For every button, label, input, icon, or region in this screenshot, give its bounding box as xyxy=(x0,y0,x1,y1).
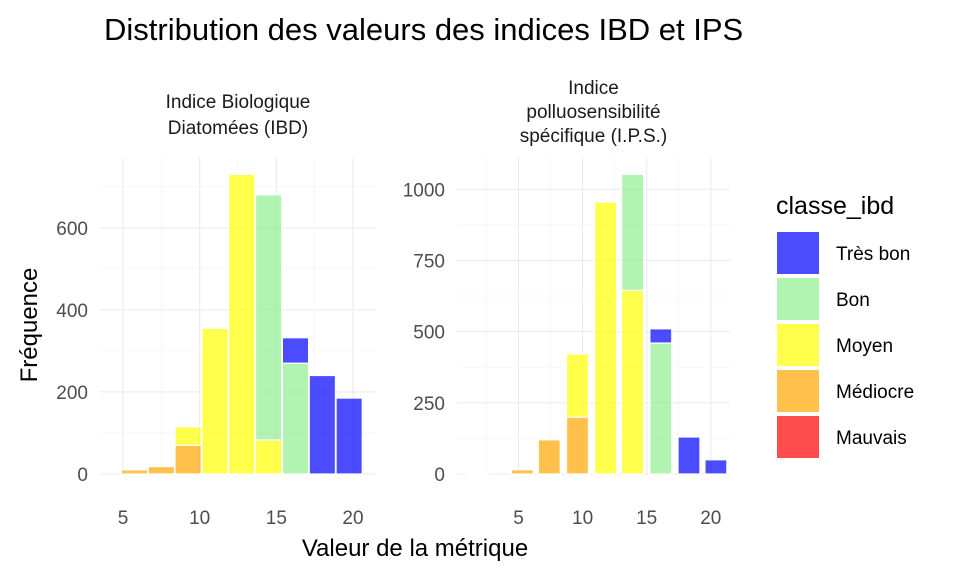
y-tick-label: 600 xyxy=(56,219,88,240)
bar-mediocre xyxy=(465,472,490,475)
y-tick-label: 200 xyxy=(56,383,88,404)
x-tick-label: 20 xyxy=(700,508,721,529)
x-tick-label: 5 xyxy=(118,508,129,529)
bar-moyen xyxy=(254,439,283,475)
y-tick-label: 0 xyxy=(77,465,88,486)
panel-strip-label: Indice Biologique xyxy=(166,92,311,113)
bar-tres-bon xyxy=(677,436,701,475)
legend-label: Moyen xyxy=(836,336,893,357)
y-tick-label: 400 xyxy=(56,301,88,322)
legend: classe_ibd Très bon Bon Moyen Médiocre Mauvai… xyxy=(776,192,914,458)
bar-mediocre xyxy=(147,466,176,475)
bar-mediocre xyxy=(174,444,202,475)
bar-tres-bon xyxy=(649,328,673,344)
bar-tres-bon xyxy=(335,397,363,475)
x-tick-label: 5 xyxy=(513,508,524,529)
y-tick-label: 750 xyxy=(413,251,445,272)
bar-mediocre xyxy=(120,469,149,475)
bar-bon xyxy=(254,194,283,441)
panel-strip-label: Indice xyxy=(568,78,619,99)
bar-tres-bon xyxy=(281,337,310,364)
y-axis-label: Fréquence xyxy=(16,268,43,383)
chart-title: Distribution des valeurs des indices IBD… xyxy=(104,12,743,47)
bar-moyen xyxy=(228,173,256,475)
bar-moyen xyxy=(565,353,590,418)
y-tick-label: 0 xyxy=(434,465,445,486)
legend-key-5 xyxy=(777,416,819,458)
panel-strip-label: spécifique (I.P.S.) xyxy=(520,126,668,147)
x-tick-label: 10 xyxy=(572,508,593,529)
bar-mediocre xyxy=(565,416,590,475)
x-tick-label: 20 xyxy=(342,508,363,529)
x-tick-label: 10 xyxy=(189,508,210,529)
bar-moyen xyxy=(174,426,202,446)
x-tick-label: 15 xyxy=(266,508,287,529)
legend-title: classe_ibd xyxy=(776,192,894,220)
y-tick-label: 1000 xyxy=(403,180,445,201)
bar-mediocre xyxy=(537,439,561,475)
x-axis-label: Valeur de la métrique xyxy=(302,535,528,562)
legend-key-3 xyxy=(777,324,819,366)
y-tick-label: 500 xyxy=(413,323,445,344)
legend-key-4 xyxy=(777,370,819,412)
legend-label: Très bon xyxy=(836,244,910,265)
bar-bon xyxy=(281,362,310,475)
legend-label: Médiocre xyxy=(836,382,914,403)
y-tick-label: 250 xyxy=(413,394,445,415)
bar-tres-bon xyxy=(704,459,728,475)
legend-label: Mauvais xyxy=(836,428,907,449)
panel-strip-label: Diatomées (IBD) xyxy=(168,118,308,139)
bar-moyen xyxy=(594,201,618,475)
bar-moyen xyxy=(201,327,229,475)
x-tick-label: 15 xyxy=(636,508,657,529)
panel-2: 5 10 15 20 0 250 500 750 1000 Indice polluosensibi… xyxy=(403,78,730,529)
bar-mediocre xyxy=(510,469,534,475)
legend-key-2 xyxy=(777,278,819,320)
legend-label: Bon xyxy=(836,290,870,311)
bar-tres-bon xyxy=(308,374,337,475)
bar-bon xyxy=(621,173,645,291)
bar-bon xyxy=(649,342,673,475)
legend-key-1 xyxy=(777,232,819,274)
panel-strip-label: polluosensibilité xyxy=(526,102,660,123)
bar-moyen xyxy=(621,289,645,475)
